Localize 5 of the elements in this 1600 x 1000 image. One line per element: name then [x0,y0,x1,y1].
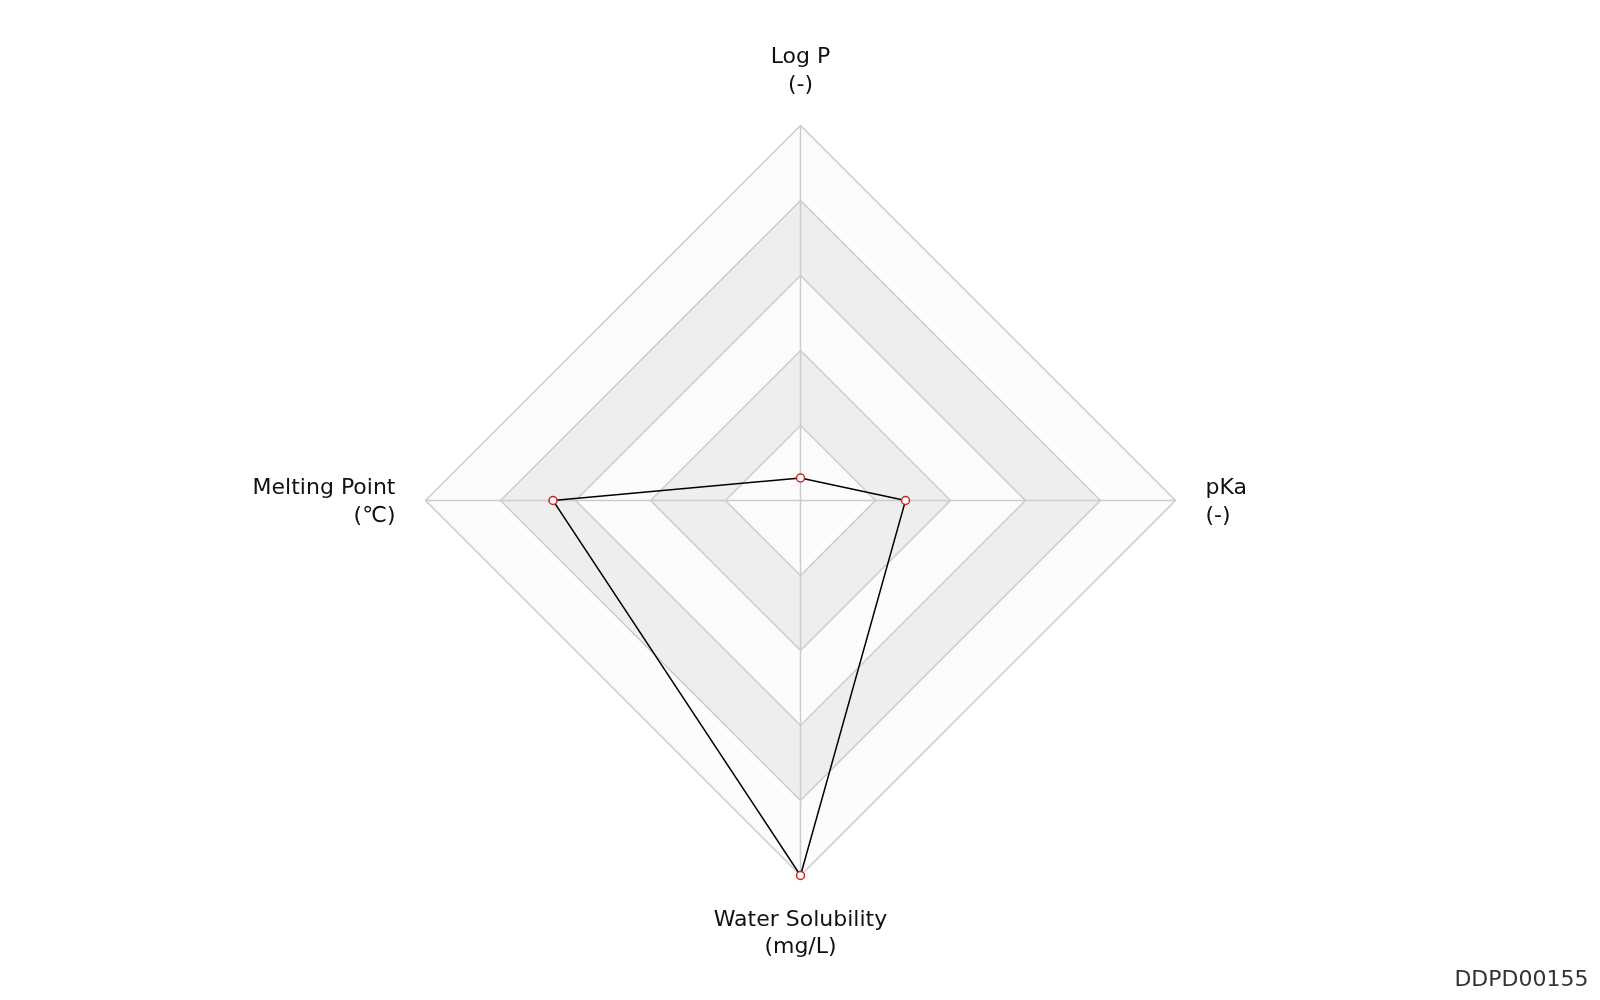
text: DDPD00155 [1454,965,1589,991]
spoke-label: Melting Point (℃) [252,474,396,527]
spoke-label: Water Solubility (mg/L) [713,905,888,958]
spoke-label: Log P (-) [770,43,831,96]
spoke-label: pKa (-) [1205,474,1247,527]
